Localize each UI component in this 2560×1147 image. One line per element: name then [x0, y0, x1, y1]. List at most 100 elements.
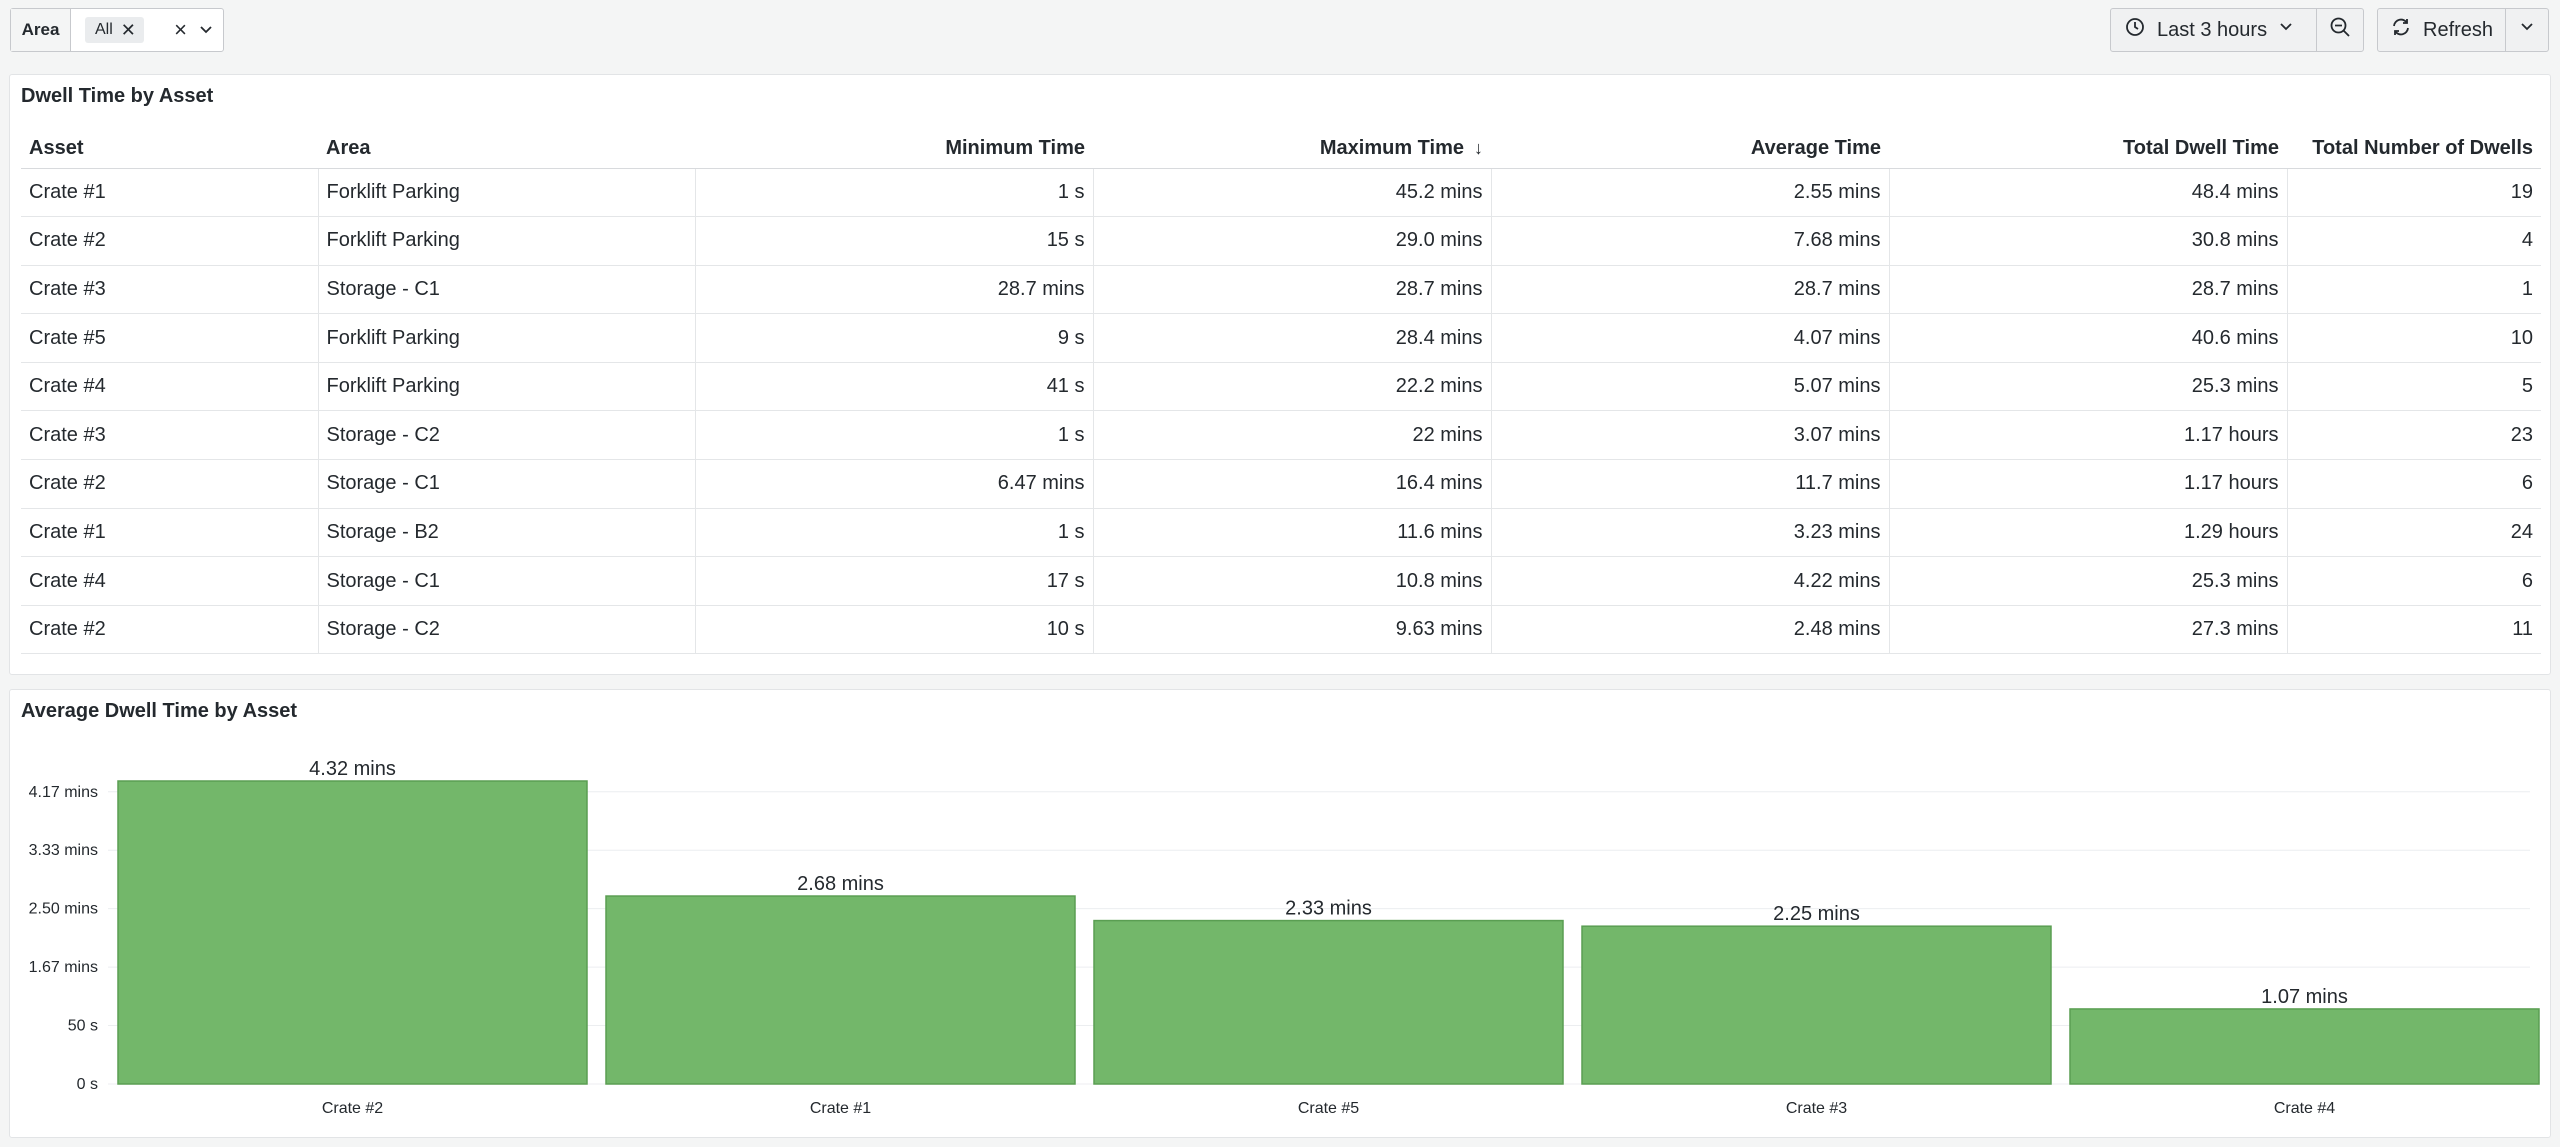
- y-tick-label: 0 s: [77, 1076, 98, 1093]
- cell-asset: Crate #5: [21, 313, 319, 363]
- bar[interactable]: [117, 780, 588, 1085]
- cell-minimum-time: 17 s: [695, 556, 1094, 606]
- bar-value-label: 1.07 mins: [2261, 986, 2348, 1008]
- bar[interactable]: [1581, 925, 2052, 1085]
- chevron-down-icon: [2279, 17, 2293, 43]
- cell-total-dwell-time: 48.4 mins: [1889, 168, 2288, 218]
- bar[interactable]: [2069, 1008, 2540, 1085]
- cell-area: Forklift Parking: [318, 362, 696, 412]
- x-tick-label: Crate #3: [1786, 1100, 1847, 1117]
- cell-maximum-time: 28.7 mins: [1093, 265, 1492, 315]
- cell-minimum-time: 9 s: [695, 313, 1094, 363]
- cell-total-number-of-dwells: 19: [2287, 168, 2541, 218]
- cell-total-number-of-dwells: 10: [2287, 313, 2541, 363]
- cell-total-number-of-dwells: 6: [2287, 459, 2541, 509]
- cell-asset: Crate #1: [21, 508, 319, 558]
- table-row: Crate #3 Storage - C1 28.7 mins 28.7 mins 28…: [21, 265, 2541, 315]
- chevron-down-icon[interactable]: [199, 19, 213, 46]
- table-row: Crate #1 Forklift Parking 1 s 45.2 mins 2.55…: [21, 168, 2541, 218]
- panel-title: Average Dwell Time by Asset: [21, 700, 298, 722]
- bar-chart: 0 s 50 s 1.67 mins 2.50 mins 3.33 mins 4.17 m…: [29, 758, 2540, 1117]
- cell-asset: Crate #1: [21, 168, 319, 218]
- cell-average-time: 11.7 mins: [1491, 459, 1890, 509]
- cell-average-time: 3.23 mins: [1491, 508, 1890, 558]
- cell-minimum-time: 1 s: [695, 410, 1094, 461]
- area-chip: All ✕: [85, 17, 144, 43]
- cell-maximum-time: 45.2 mins: [1093, 168, 1492, 218]
- table-row: Crate #2 Storage - C1 6.47 mins 16.4 mins 11…: [21, 459, 2541, 509]
- column-header-asset[interactable]: Asset: [21, 130, 318, 169]
- cell-average-time: 4.22 mins: [1491, 556, 1890, 606]
- clear-icon[interactable]: ×: [174, 17, 187, 42]
- sort-descending-icon: ↓: [1474, 138, 1483, 159]
- cell-asset: Crate #3: [21, 410, 319, 461]
- cell-asset: Crate #2: [21, 605, 319, 655]
- dwell-time-table: Asset Area Minimum Time Maximum Time ↓ Av…: [21, 130, 2541, 655]
- cell-maximum-time: 29.0 mins: [1093, 216, 1492, 266]
- cell-area: Storage - B2: [318, 508, 696, 558]
- table-row: Crate #1 Storage - B2 1 s 11.6 mins 3.23 min…: [21, 508, 2541, 558]
- refresh-button[interactable]: Refresh: [2377, 8, 2506, 52]
- cell-area: Storage - C1: [318, 556, 696, 606]
- cell-total-dwell-time: 40.6 mins: [1889, 313, 2288, 363]
- cell-maximum-time: 28.4 mins: [1093, 313, 1492, 363]
- cell-maximum-time: 9.63 mins: [1093, 605, 1492, 655]
- column-header-total-number-of-dwells[interactable]: Total Number of Dwells: [2287, 130, 2541, 169]
- zoom-out-icon: [2329, 16, 2351, 44]
- cell-area: Storage - C1: [318, 459, 696, 509]
- zoom-out-button[interactable]: [2316, 8, 2364, 52]
- cell-average-time: 3.07 mins: [1491, 410, 1890, 461]
- cell-average-time: 4.07 mins: [1491, 313, 1890, 363]
- cell-minimum-time: 6.47 mins: [695, 459, 1094, 509]
- y-tick-label: 2.50 mins: [29, 901, 98, 918]
- cell-asset: Crate #4: [21, 556, 319, 606]
- table-row: Crate #3 Storage - C2 1 s 22 mins 3.07 mins 1…: [21, 410, 2541, 461]
- column-header-average-time[interactable]: Average Time: [1491, 130, 1889, 169]
- x-tick-label: Crate #5: [1298, 1100, 1359, 1117]
- cell-area: Storage - C2: [318, 605, 696, 655]
- bar[interactable]: [605, 895, 1076, 1085]
- cell-total-dwell-time: 1.29 hours: [1889, 508, 2288, 558]
- y-tick-label: 1.67 mins: [29, 959, 98, 976]
- cell-average-time: 2.55 mins: [1491, 168, 1890, 218]
- remove-chip-icon[interactable]: ✕: [120, 20, 136, 40]
- cell-area: Forklift Parking: [318, 216, 696, 266]
- refresh-icon: [2391, 17, 2411, 43]
- time-range-picker[interactable]: Last 3 hours: [2110, 8, 2317, 52]
- cell-area: Storage - C1: [318, 265, 696, 315]
- cell-area: Forklift Parking: [318, 168, 696, 218]
- cell-asset: Crate #3: [21, 265, 319, 315]
- cell-maximum-time: 22 mins: [1093, 410, 1492, 461]
- dashboard-toolbar: Area All ✕ × Last 3 hours Refresh: [0, 0, 2560, 60]
- cell-minimum-time: 1 s: [695, 508, 1094, 558]
- column-header-minimum-time[interactable]: Minimum Time: [695, 130, 1093, 169]
- column-header-area[interactable]: Area: [318, 130, 695, 169]
- cell-total-dwell-time: 27.3 mins: [1889, 605, 2288, 655]
- cell-total-number-of-dwells: 11: [2287, 605, 2541, 655]
- table-row: Crate #4 Storage - C1 17 s 10.8 mins 4.22 mi…: [21, 556, 2541, 606]
- cell-minimum-time: 15 s: [695, 216, 1094, 266]
- cell-maximum-time: 11.6 mins: [1093, 508, 1492, 558]
- column-header-maximum-time-label: Maximum Time: [1319, 137, 1464, 160]
- cell-asset: Crate #2: [21, 459, 319, 509]
- cell-total-number-of-dwells: 1: [2287, 265, 2541, 315]
- cell-total-number-of-dwells: 23: [2287, 410, 2541, 461]
- refresh-label: Refresh: [2423, 18, 2494, 41]
- cell-average-time: 7.68 mins: [1491, 216, 1890, 266]
- area-chip-label: All: [95, 21, 113, 38]
- column-header-total-dwell-time[interactable]: Total Dwell Time: [1889, 130, 2287, 169]
- y-tick-label: 4.17 mins: [29, 784, 98, 801]
- bar-value-label: 2.68 mins: [797, 873, 884, 895]
- x-tick-label: Crate #2: [322, 1100, 383, 1117]
- bar-value-label: 2.33 mins: [1285, 898, 1372, 920]
- table-row: Crate #2 Storage - C2 10 s 9.63 mins 2.48 mi…: [21, 605, 2541, 655]
- cell-maximum-time: 16.4 mins: [1093, 459, 1492, 509]
- area-select[interactable]: All ✕ ×: [71, 9, 223, 51]
- time-range-label: Last 3 hours: [2157, 18, 2268, 41]
- bar[interactable]: [1093, 919, 1564, 1085]
- bar-value-label: 2.25 mins: [1773, 903, 1860, 925]
- cell-minimum-time: 28.7 mins: [695, 265, 1094, 315]
- column-header-maximum-time[interactable]: Maximum Time ↓: [1093, 130, 1491, 169]
- refresh-interval-dropdown[interactable]: [2505, 8, 2549, 52]
- cell-total-number-of-dwells: 4: [2287, 216, 2541, 266]
